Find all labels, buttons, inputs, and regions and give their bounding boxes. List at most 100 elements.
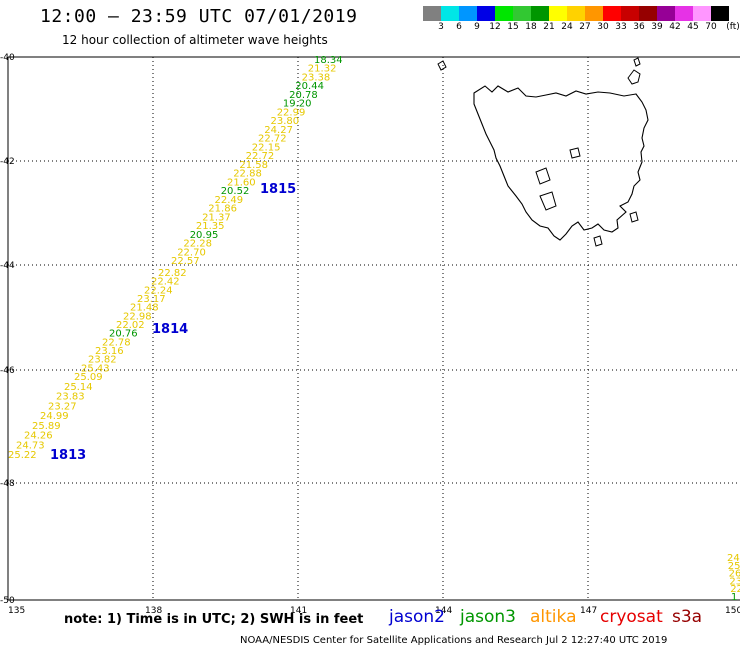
lake-pedder [539, 191, 557, 211]
legend-swatch [603, 6, 621, 21]
legend-swatch [675, 6, 693, 21]
wave-height-value: 21.48 [130, 303, 159, 314]
legend-swatch [531, 6, 549, 21]
wave-height-value: 22.42 [151, 277, 180, 288]
wave-height-value: 20.76 [109, 329, 138, 340]
flinders-island [627, 69, 641, 85]
wave-height-observations: 18.3421.3223.3820.4420.7819.2022.9923.80… [8, 55, 740, 603]
wave-height-value: 22.72 [246, 151, 275, 162]
legend-label: 18 [525, 22, 537, 32]
legend-swatch [441, 6, 459, 21]
legend-swatch [549, 6, 567, 21]
wave-height-value: 22.57 [171, 256, 200, 267]
legend-swatch [477, 6, 495, 21]
tasmania-coastline [473, 85, 649, 241]
wave-height-value: 23.38 [302, 73, 331, 84]
map-title: 12:00 — 23:59 UTC 07/01/2019 [40, 6, 358, 27]
legend-label: (ft) [726, 22, 740, 32]
legend-label: 42 [669, 22, 681, 32]
legend-label: 30 [597, 22, 609, 32]
wave-height-value: 22.98 [123, 311, 152, 322]
pass-label-1814: 1814 [152, 322, 188, 337]
wave-height-value: 25.8 [728, 561, 740, 572]
wave-height-value: 21.86 [208, 204, 237, 215]
map-subtitle: 12 hour collection of altimeter wave hei… [62, 33, 328, 47]
legend-label: 15 [507, 22, 519, 32]
wave-height-value: 1 [731, 592, 737, 603]
latitude-tick-label: -40 [0, 53, 15, 63]
legend-swatch [495, 6, 513, 21]
legend-label: 9 [474, 22, 480, 32]
wave-height-value: 22.02 [730, 584, 740, 595]
longitude-tick-label: 135 [8, 606, 25, 616]
graticule [8, 57, 740, 600]
latitude-tick-label: -44 [0, 261, 15, 271]
credit-line: NOAA/NESDIS Center for Satellite Applica… [240, 635, 668, 646]
pass-label-1815: 1815 [260, 182, 296, 197]
legend-label: 45 [687, 22, 699, 32]
legend-swatch [621, 6, 639, 21]
sat-cryosat: cryosat [600, 607, 663, 627]
pass-label-1813: 1813 [50, 448, 86, 463]
legend-label: 21 [543, 22, 555, 32]
color-legend [423, 6, 729, 21]
sat-jason3: jason3 [460, 607, 516, 627]
latitude-tick-label: -50 [0, 596, 15, 606]
wave-height-value: 18.34 [314, 55, 343, 66]
sat-altika: altika [530, 607, 577, 627]
legend-label: 36 [633, 22, 645, 32]
legend-label: 33 [615, 22, 627, 32]
wave-height-value: 21.58 [239, 160, 268, 171]
wave-height-value: 25.09 [74, 372, 103, 383]
wave-height-value: 25.89 [32, 421, 61, 432]
wave-height-value: 21.60 [227, 177, 256, 188]
longitude-tick-label: 141 [290, 606, 307, 616]
legend-label: 3 [438, 22, 444, 32]
longitude-tick-label: 144 [435, 606, 452, 616]
wave-height-value: 23.82 [88, 355, 117, 366]
legend-label: 70 [705, 22, 717, 32]
legend-swatch [693, 6, 711, 21]
great-lake [569, 147, 581, 159]
legend-label: 24 [561, 22, 573, 32]
wave-height-value: 23.80 [271, 116, 300, 127]
latitude-tick-label: -42 [0, 157, 15, 167]
legend-label: 6 [456, 22, 462, 32]
legend-swatch [657, 6, 675, 21]
wave-height-value: 22.78 [102, 337, 131, 348]
wave-height-value: 22.70 [177, 247, 206, 258]
wave-height-value: 23.27 [48, 401, 77, 412]
legend-swatch [513, 6, 531, 21]
sat-jason2: jason2 [389, 607, 445, 627]
latitude-tick-label: -46 [0, 366, 15, 376]
wave-height-value: 24.26 [24, 431, 53, 442]
longitude-tick-label: 150 [725, 606, 740, 616]
legend-label: 12 [489, 22, 501, 32]
wave-height-value: 25.43 [81, 363, 110, 374]
wave-height-value: 20.52 [221, 186, 250, 197]
wave-height-value: 20.44 [295, 81, 324, 92]
wave-height-value: 21.35 [196, 221, 225, 232]
wave-height-value: 23.17 [137, 294, 166, 305]
wave-height-value: 21.32 [308, 64, 337, 75]
legend-label: 39 [651, 22, 663, 32]
longitude-tick-label: 147 [580, 606, 597, 616]
legend-label: 27 [579, 22, 591, 32]
wave-height-value: 24.73 [16, 440, 45, 451]
wave-height-value: 22.82 [158, 268, 187, 279]
wave-height-value: 24 [727, 553, 740, 564]
wave-height-value: 22.15 [252, 142, 281, 153]
wave-height-value: 22.02 [116, 320, 145, 331]
wave-height-value: 22.49 [215, 195, 244, 206]
legend-swatch [459, 6, 477, 21]
wave-height-value: 24.27 [264, 125, 293, 136]
wave-height-value: 23.16 [95, 346, 124, 357]
wave-height-value: 22.72 [258, 134, 287, 145]
latitude-tick-label: -48 [0, 479, 15, 489]
lake-gordon [535, 167, 551, 185]
wave-height-value: 19.20 [283, 99, 312, 110]
wave-height-value: 24.99 [40, 411, 69, 422]
